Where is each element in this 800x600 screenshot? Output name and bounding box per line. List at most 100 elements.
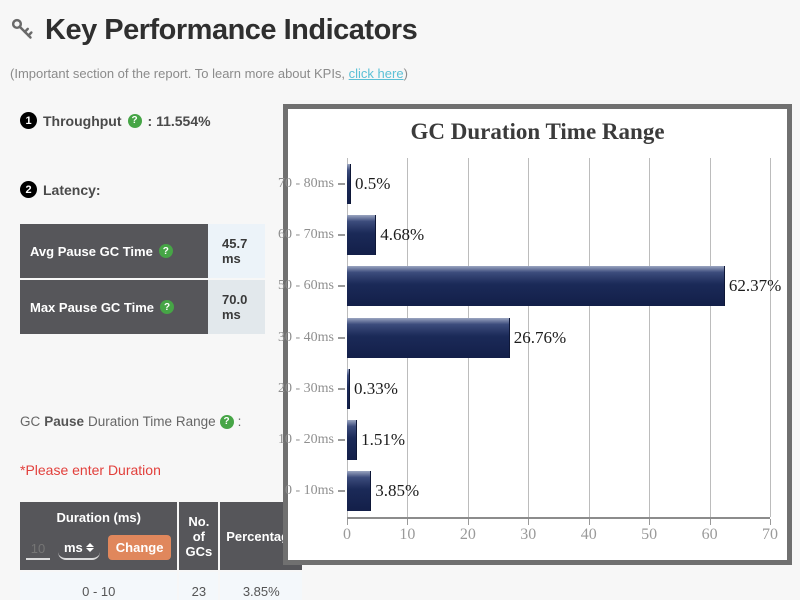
subtitle-suffix: ) [403,66,408,81]
bar-value-label: 62.37% [728,276,782,296]
max-pause-help-icon[interactable]: ? [160,300,175,314]
latency-line: 2 Latency: [20,181,283,198]
bar-value-label: 26.76% [513,327,567,347]
y-category-label: 60 - 70ms [278,226,334,242]
unit-select-value: ms [64,540,83,555]
gcs-cell: 23 [179,572,219,600]
x-tick-label: 20 [459,526,476,543]
badge-2: 2 [20,181,37,198]
percentage-cell: 3.85% [220,572,303,600]
chart-title: GC Duration Time Range [410,119,665,144]
gridline [528,158,530,517]
x-tick-label: 70 [762,526,778,543]
bar-value-label: 3.85% [375,481,420,501]
gcs-column-header: No. of GCs [179,502,219,570]
x-tick-label: 50 [641,526,658,543]
y-tick-mark [338,439,345,442]
spinner-icon [85,543,94,552]
gc-pause-range-line: GC Pause Duration Time Range ? : [20,414,283,429]
throughput-line: 1 Throughput ? : 11.554% [20,112,283,129]
table-row: Avg Pause GC Time ? 45.7 ms [20,224,265,278]
bar-value-label: 4.68% [380,224,425,244]
throughput-value: : 11.554% [147,112,211,129]
y-tick-mark [338,182,345,185]
gridline [709,158,711,517]
y-tick-mark [338,387,345,390]
gc-pause-colon: : [237,414,242,429]
unit-select[interactable]: ms [58,538,100,560]
avg-pause-label: Avg Pause GC Time [30,243,153,259]
max-pause-label: Max Pause GC Time [30,299,155,315]
gridline [770,158,771,517]
bar [347,163,352,204]
page-header: Key Performance Indicators [0,0,800,47]
badge-1: 1 [20,112,37,129]
bar [347,317,510,358]
subtitle-text: (Important section of the report. To lea… [10,66,349,81]
y-category-label: 30 - 40ms [278,329,334,345]
max-pause-value: 70.0 ms [208,280,265,334]
x-tick-mark [649,519,651,525]
y-tick-mark [338,490,345,493]
avg-pause-help-icon[interactable]: ? [158,244,173,258]
y-category-label: 50 - 60ms [278,278,334,294]
bar-value-label: 0.33% [353,378,398,398]
y-category-label: 70 - 80ms [278,175,334,191]
x-tick-mark [528,519,530,525]
bar [347,420,358,461]
y-tick-mark [338,285,345,288]
x-tick-label: 10 [399,526,416,543]
throughput-help-icon[interactable]: ? [127,113,142,128]
duration-cell: 0 - 10 [20,572,178,600]
gc-pause-prefix: GC [20,414,41,429]
gc-pause-help-icon[interactable]: ? [219,414,234,429]
kpi-subtitle: (Important section of the report. To lea… [10,66,800,81]
x-tick-label: 40 [580,526,597,543]
duration-column-header: Duration (ms) [56,510,141,525]
latency-table: Avg Pause GC Time ? 45.7 ms Max Pause GC… [20,222,265,336]
duration-error-note: *Please enter Duration [20,462,161,478]
gc-duration-chart: GC Duration Time Range 0 10 20 30 40 50 60 70 70… [278,104,792,565]
gridline [649,158,651,517]
change-button[interactable]: Change [107,535,172,560]
x-tick-label: 60 [701,526,718,543]
x-tick-mark [407,519,409,525]
y-category-label: 20 - 30ms [278,380,334,396]
bar [347,214,377,255]
x-tick-mark [467,519,469,525]
y-tick-mark [338,233,345,236]
duration-controls: ms Change [26,535,172,562]
bar-value-label: 0.5% [355,173,391,193]
avg-pause-value: 45.7 ms [208,224,265,278]
bar-value-label: 1.51% [361,430,406,450]
bar [347,266,725,307]
main-content: 1 Throughput ? : 11.554% 2 Latency: Avg … [0,104,800,600]
throughput-label: Throughput [43,112,122,129]
gc-pause-bold: Pause [44,414,85,429]
bar [347,471,372,512]
chart-plot: 0 10 20 30 40 50 60 70 70 - 80ms 0.5% 60 - 70ms 4.6… [278,158,781,543]
y-category-label: 10 - 20ms [278,432,334,448]
gc-pause-rest: Duration Time Range [88,414,216,429]
x-tick-mark [347,519,348,525]
x-tick-mark [588,519,590,525]
gridline [588,158,590,517]
x-tick-mark [770,519,771,525]
table-row: 0 - 10 23 3.85% [20,572,303,600]
x-tick-mark [709,519,711,525]
latency-label: Latency: [43,181,101,198]
duration-input[interactable] [26,539,50,560]
key-icon [11,18,33,39]
bar [347,368,350,409]
table-header-row: Duration (ms) ms Change No. of GCs Perce… [20,502,303,570]
x-tick-label: 30 [520,526,537,543]
y-tick-mark [338,336,345,339]
kpi-left-column: 1 Throughput ? : 11.554% 2 Latency: Avg … [10,104,303,600]
x-tick-label: 0 [343,526,351,543]
duration-table: Duration (ms) ms Change No. of GCs Perce… [18,500,304,600]
y-category-label: 0 - 10ms [285,483,334,499]
table-row: Max Pause GC Time ? 70.0 ms [20,280,265,334]
page-title: Key Performance Indicators [45,14,418,46]
kpi-learn-more-link[interactable]: click here [348,66,404,81]
